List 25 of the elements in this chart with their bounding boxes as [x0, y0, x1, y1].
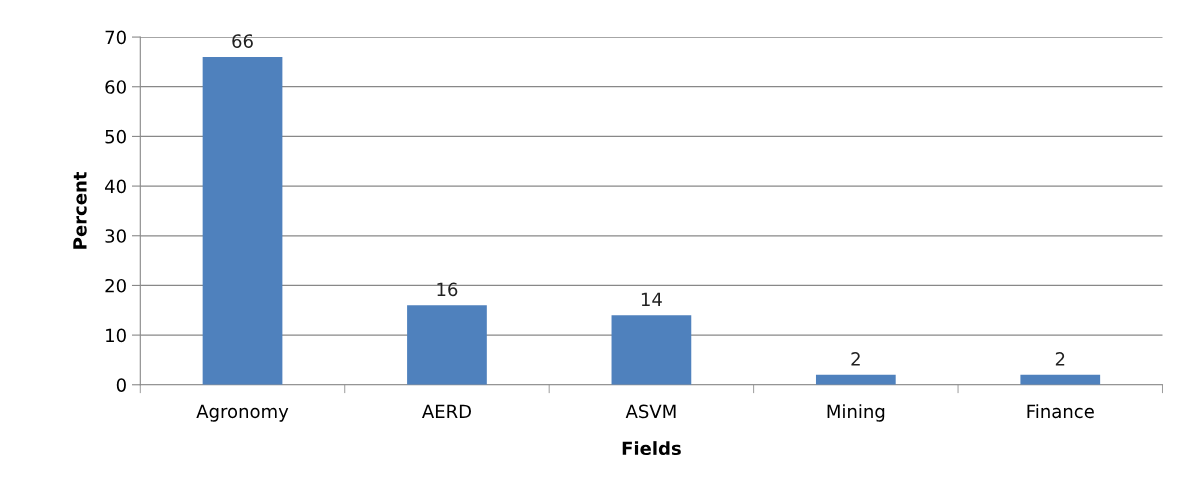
data-label: 14: [641, 292, 662, 306]
y-tick-label: 30: [105, 229, 126, 243]
x-axis-title: Fields: [622, 441, 681, 456]
data-label: 2: [851, 352, 860, 366]
bar: [611, 315, 692, 385]
y-tick-label: 40: [105, 179, 126, 194]
data-label: 66: [232, 34, 253, 48]
y-tick-label: 50: [105, 129, 126, 144]
data-label: 16: [437, 282, 458, 297]
x-tick-label: Mining: [827, 404, 885, 422]
bar: [202, 56, 283, 385]
bar: [815, 374, 896, 385]
data-label: 2: [1055, 352, 1065, 366]
y-axis-title: Percent: [73, 171, 87, 249]
x-tick-label: ASVM: [625, 404, 676, 419]
y-tick-label: 10: [106, 328, 126, 343]
y-tick-label: 70: [105, 30, 126, 45]
bar: [1020, 374, 1101, 385]
y-tick-label: 60: [105, 80, 126, 94]
x-tick-label: Agronomy: [196, 404, 289, 422]
x-tick-label: AERD: [422, 404, 471, 418]
x-tick-label: Finance: [1027, 404, 1094, 419]
y-tick-label: 0: [116, 378, 126, 392]
bar: [407, 305, 487, 385]
y-tick-label: 20: [105, 278, 126, 293]
